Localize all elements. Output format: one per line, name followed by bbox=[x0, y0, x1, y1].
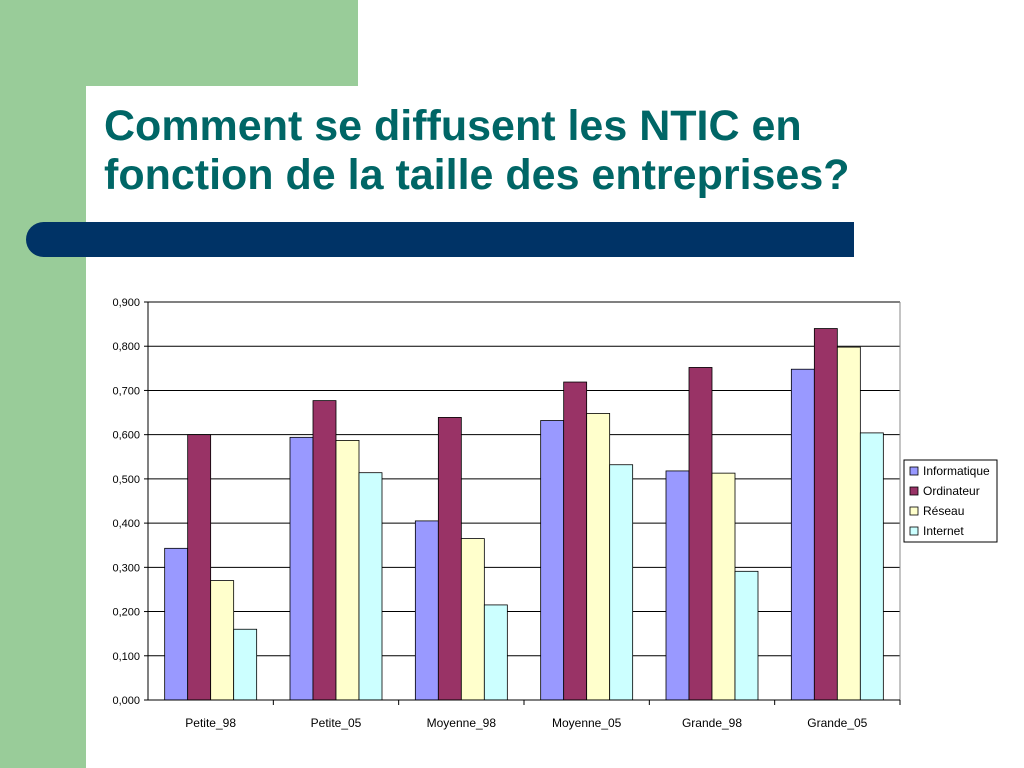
top-accent-band bbox=[0, 0, 358, 86]
bar-internet-moyenne_98 bbox=[483, 604, 508, 701]
bar-rseau-grande_05 bbox=[836, 346, 861, 701]
y-tick-label: 0,600 bbox=[112, 430, 140, 442]
bar-ordinateur-petite_05 bbox=[312, 400, 337, 701]
bar-rseau-moyenne_98 bbox=[460, 538, 485, 701]
bar-ordinateur-moyenne_05 bbox=[563, 381, 588, 701]
slide-title: Comment se diffusent les NTIC en fonctio… bbox=[104, 102, 984, 200]
bar-informatique-grande_98 bbox=[665, 470, 690, 701]
title-underline-bar bbox=[26, 222, 854, 257]
legend-swatch bbox=[909, 466, 919, 476]
bar-informatique-grande_05 bbox=[790, 368, 815, 701]
bar-internet-petite_05 bbox=[358, 472, 383, 701]
legend-label: Ordinateur bbox=[923, 484, 980, 498]
y-tick-label: 0,800 bbox=[112, 341, 140, 353]
bar-rseau-petite_05 bbox=[335, 440, 360, 701]
legend-swatch bbox=[909, 526, 919, 536]
y-tick-label: 0,500 bbox=[112, 474, 140, 486]
bar-rseau-petite_98 bbox=[210, 580, 235, 701]
bar-informatique-moyenne_98 bbox=[414, 520, 439, 701]
bar-ordinateur-grande_98 bbox=[688, 367, 713, 701]
bar-informatique-petite_05 bbox=[289, 436, 314, 701]
bar-internet-petite_98 bbox=[233, 628, 258, 701]
legend-label: Internet bbox=[923, 524, 964, 538]
y-tick-label: 0,400 bbox=[112, 518, 140, 530]
y-tick-label: 0,900 bbox=[112, 297, 140, 309]
legend-label: Réseau bbox=[923, 504, 964, 518]
bar-internet-grande_98 bbox=[734, 570, 759, 701]
y-tick-label: 0,000 bbox=[112, 695, 140, 707]
x-tick-label: Moyenne_98 bbox=[427, 716, 497, 730]
y-tick-label: 0,300 bbox=[112, 562, 140, 574]
legend-box bbox=[903, 459, 998, 543]
x-tick-label: Petite_05 bbox=[311, 716, 362, 730]
slide-title-line1: Comment se diffusent les NTIC en bbox=[104, 102, 802, 150]
bar-informatique-petite_98 bbox=[164, 547, 189, 701]
bar-internet-grande_05 bbox=[859, 432, 884, 701]
x-tick-label: Moyenne_05 bbox=[552, 716, 622, 730]
bar-rseau-moyenne_05 bbox=[586, 413, 611, 701]
slide-title-line2: fonction de la taille des entreprises? bbox=[104, 151, 850, 199]
left-accent-band bbox=[0, 0, 86, 768]
bar-ordinateur-petite_98 bbox=[187, 434, 212, 701]
bar-ordinateur-moyenne_98 bbox=[437, 417, 462, 701]
x-tick-label: Grande_98 bbox=[682, 716, 742, 730]
bar-ordinateur-grande_05 bbox=[813, 328, 838, 701]
y-tick-label: 0,700 bbox=[112, 385, 140, 397]
legend-swatch bbox=[909, 486, 919, 496]
x-tick-label: Grande_05 bbox=[807, 716, 867, 730]
y-tick-label: 0,100 bbox=[112, 651, 140, 663]
legend-label: Informatique bbox=[923, 464, 990, 478]
bar-informatique-moyenne_05 bbox=[540, 420, 565, 701]
bar-internet-moyenne_05 bbox=[609, 464, 634, 701]
bar-rseau-grande_98 bbox=[711, 472, 736, 701]
y-tick-label: 0,200 bbox=[112, 607, 140, 619]
legend-swatch bbox=[909, 506, 919, 516]
x-tick-label: Petite_98 bbox=[185, 716, 236, 730]
